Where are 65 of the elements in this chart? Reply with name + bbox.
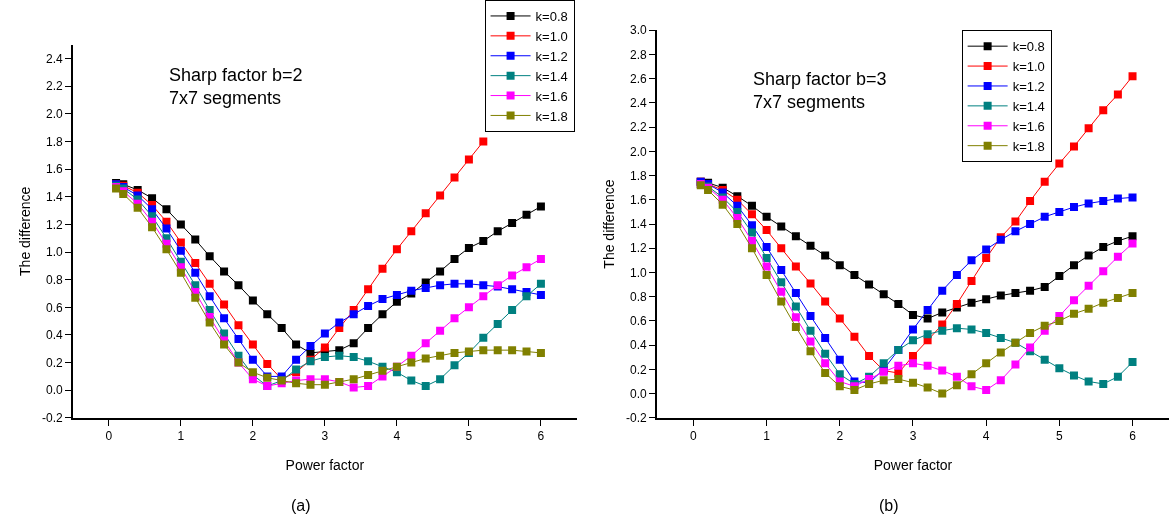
legend-label: k=0.8 xyxy=(535,9,568,25)
y-tick-label: 0.0 xyxy=(629,386,647,401)
y-tick-label: 2.2 xyxy=(46,79,64,94)
y-tick-label: 2.8 xyxy=(629,47,647,62)
y-tick-label: 2.0 xyxy=(46,107,64,122)
x-tick-label: 2 xyxy=(249,428,257,443)
y-tick-label: 2.2 xyxy=(629,120,647,135)
y-tick-label: 3.0 xyxy=(629,23,647,38)
text: (a) xyxy=(291,497,311,514)
x-tick-label: 0 xyxy=(105,428,113,443)
y-tick-label: 0.6 xyxy=(629,314,647,329)
y-tick-label: 1.0 xyxy=(629,265,647,280)
y-tick-label: 0.8 xyxy=(629,289,647,304)
y-axis-title: The difference xyxy=(17,186,34,276)
y-tick-label: 1.8 xyxy=(629,168,647,183)
x-tick-label: 3 xyxy=(321,428,329,443)
y-axis-title: The difference xyxy=(601,179,618,269)
legend-label: k=1.6 xyxy=(535,88,568,104)
legend-label: k=1.8 xyxy=(535,108,568,124)
y-tick-label: 1.8 xyxy=(46,134,64,149)
y-tick-label: 2.6 xyxy=(629,71,647,86)
y-tick-label: 1.2 xyxy=(46,217,64,232)
legend-label: k=1.8 xyxy=(1012,138,1045,154)
legend-label: k=1.4 xyxy=(1012,98,1045,114)
y-tick-label: 0.2 xyxy=(46,355,64,370)
x-axis-title: Power factor xyxy=(285,456,365,473)
y-tick-label: -0.2 xyxy=(625,411,647,426)
legend-label: k=1.0 xyxy=(1012,59,1045,75)
x-tick-label: 4 xyxy=(982,428,990,443)
y-tick-label: 2.4 xyxy=(629,96,647,111)
y-tick-label: 1.6 xyxy=(46,162,64,177)
annotation: Sharp factor b=2 7x7 segments xyxy=(169,65,303,109)
x-tick-label: 6 xyxy=(537,428,545,443)
y-tick-label: 0.8 xyxy=(46,272,64,287)
y-tick-label: -0.2 xyxy=(42,411,64,426)
y-tick-label: 1.4 xyxy=(629,217,647,232)
x-tick-label: 2 xyxy=(836,428,844,443)
x-tick-label: 5 xyxy=(1056,428,1063,443)
legend-label: k=1.2 xyxy=(535,48,568,64)
y-tick-label: 1.6 xyxy=(629,193,647,208)
y-tick-label: 0.6 xyxy=(46,300,64,315)
text: (b) xyxy=(879,497,899,514)
x-tick-label: 1 xyxy=(763,428,771,443)
y-tick-label: 0.2 xyxy=(629,362,647,377)
y-tick-label: 1.2 xyxy=(629,241,647,256)
x-tick-label: 5 xyxy=(465,428,473,443)
x-tick-label: 4 xyxy=(393,428,401,443)
y-tick-label: 0.4 xyxy=(46,328,64,343)
x-tick-label: 6 xyxy=(1129,428,1137,443)
legend-label: k=1.6 xyxy=(1012,118,1045,134)
x-tick-label: 3 xyxy=(909,428,917,443)
annotation: Sharp factor b=3 7x7 segments xyxy=(753,69,887,113)
legend-label: k=1.4 xyxy=(535,68,568,84)
legend-label: k=1.2 xyxy=(1012,79,1045,95)
x-axis-title: Power factor xyxy=(873,456,953,473)
legend-label: k=1.0 xyxy=(535,28,568,44)
y-tick-label: 1.0 xyxy=(46,245,64,260)
y-tick-label: 1.4 xyxy=(46,189,64,204)
x-tick-label: 0 xyxy=(690,428,698,443)
x-tick-label: 1 xyxy=(177,428,185,443)
y-tick-label: 0.4 xyxy=(629,338,647,353)
y-tick-label: 2.4 xyxy=(46,51,64,66)
legend-label: k=0.8 xyxy=(1012,39,1045,55)
y-tick-label: 0.0 xyxy=(46,383,64,398)
y-tick-label: 2.0 xyxy=(629,144,647,159)
